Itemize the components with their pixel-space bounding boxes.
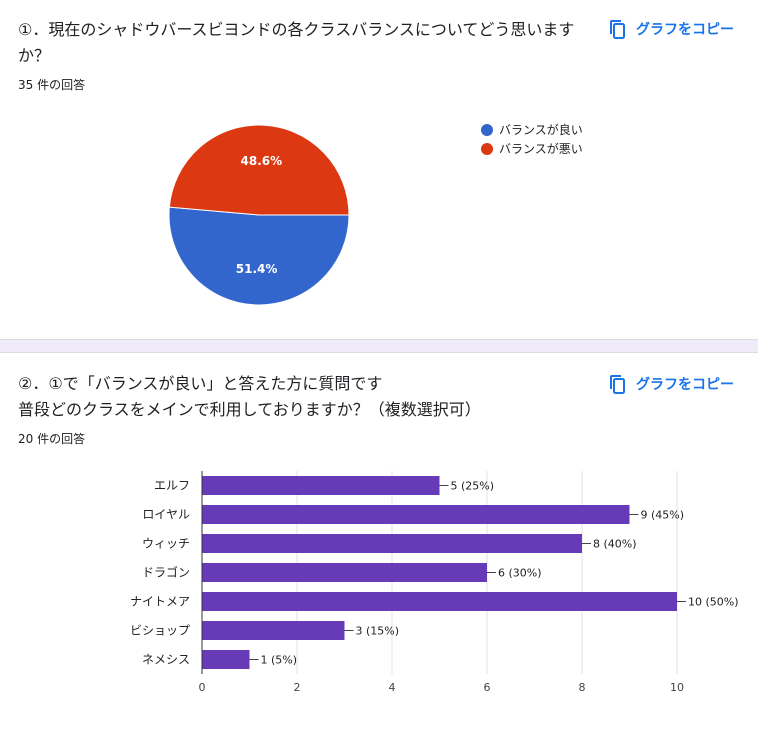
x-tick-label: 10 <box>670 681 684 694</box>
question-title: ①．現在のシャドウバースビヨンドの各クラスバランスについてどう思いますか？ <box>18 20 575 65</box>
question-card-1: ①．現在のシャドウバースビヨンドの各クラスバランスについてどう思いますか？ 35… <box>0 0 758 339</box>
copy-chart-label: グラフをコピー <box>636 377 734 393</box>
bar <box>202 650 250 669</box>
bar <box>202 534 582 553</box>
pie-slice-label: 48.6% <box>241 154 283 168</box>
bar <box>202 476 440 495</box>
response-count: 35 件の回答 <box>18 78 86 92</box>
copy-chart-button[interactable]: グラフをコピー <box>608 19 734 39</box>
category-label: ビショップ <box>130 624 190 638</box>
bar <box>202 592 677 611</box>
category-label: ネメシス <box>142 653 190 667</box>
value-label: 6 (30%) <box>498 567 542 580</box>
value-label: 10 (50%) <box>688 596 739 609</box>
pie-slice <box>168 124 350 216</box>
value-label: 8 (40%) <box>593 538 637 551</box>
x-tick-label: 2 <box>294 681 301 694</box>
pie-slice-label: 51.4% <box>236 262 278 276</box>
category-label: ドラゴン <box>142 565 190 580</box>
question-title: ②．①で「バランスが良い」と答えた方に質問です 普段どのクラスをメインで利用して… <box>18 374 481 419</box>
legend-label: バランスが良い <box>499 122 583 137</box>
bar <box>202 621 345 640</box>
bar <box>202 505 630 524</box>
legend-label: バランスが悪い <box>499 141 583 156</box>
copy-chart-label: グラフをコピー <box>636 22 734 38</box>
value-label: 3 (15%) <box>356 625 400 638</box>
x-tick-label: 6 <box>484 681 491 694</box>
x-tick-label: 4 <box>389 681 396 694</box>
bar-chart: エルフ 5 (25%) ロイヤル 9 (45%) ウィッチ 8 (40%) ドラゴン 6 (3… <box>130 471 739 694</box>
category-label: エルフ <box>154 479 190 493</box>
response-count: 20 件の回答 <box>18 432 86 446</box>
legend-marker <box>481 124 493 136</box>
category-label: ナイトメア <box>130 595 190 609</box>
category-label: ウィッチ <box>142 537 190 551</box>
x-tick-label: 8 <box>579 681 586 694</box>
category-label: ロイヤル <box>142 508 190 522</box>
question-card-2: ②．①で「バランスが良い」と答えた方に質問です 普段どのクラスをメインで利用して… <box>0 353 758 729</box>
value-label: 1 (5%) <box>261 654 298 667</box>
copy-icon <box>610 375 625 394</box>
bar <box>202 563 487 582</box>
copy-chart-button[interactable]: グラフをコピー <box>608 374 734 394</box>
value-label: 5 (25%) <box>451 480 495 493</box>
value-label: 9 (45%) <box>641 509 685 522</box>
legend-marker <box>481 143 493 155</box>
copy-icon <box>610 20 625 39</box>
section-divider <box>0 339 758 353</box>
x-tick-label: 0 <box>199 681 206 694</box>
pie-slice <box>168 206 350 306</box>
